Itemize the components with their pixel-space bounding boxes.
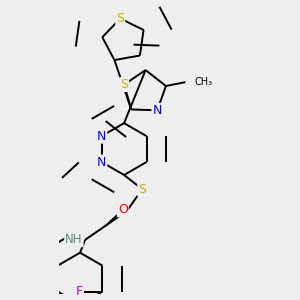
Text: S: S: [116, 12, 124, 25]
Text: N: N: [152, 104, 162, 117]
Text: F: F: [76, 285, 83, 298]
Text: N: N: [97, 155, 106, 169]
Text: O: O: [118, 203, 128, 217]
Text: NH: NH: [65, 233, 82, 246]
Text: S: S: [120, 78, 128, 91]
Text: N: N: [97, 130, 106, 142]
Text: CH₃: CH₃: [194, 77, 213, 87]
Text: S: S: [138, 183, 146, 196]
